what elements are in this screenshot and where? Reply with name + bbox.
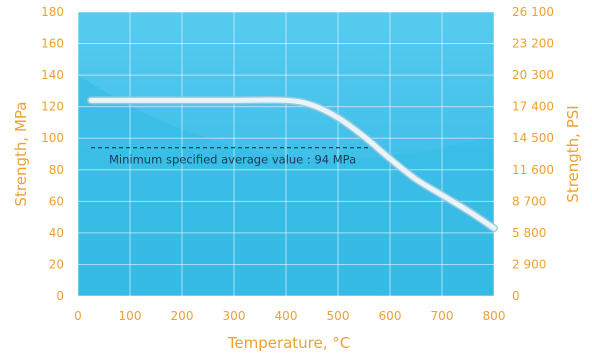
y-tick-label-left: 140 [41,68,64,82]
y-tick-label-left: 20 [49,257,64,271]
y-tick-label-left: 0 [56,289,64,303]
min-average-annotation: Minimum specified average value : 94 MPa [109,153,356,167]
y-tick-label-right: 23 200 [512,37,554,51]
x-tick-label: 600 [379,309,402,323]
series-line [88,97,497,231]
y-tick-label-right: 26 100 [512,5,554,19]
x-tick-label: 100 [119,309,142,323]
y-tick-label-left: 40 [49,226,64,240]
y-tick-label-right: 0 [512,289,520,303]
y-tick-label-right: 11 600 [512,163,554,177]
series-group [87,96,498,233]
x-tick-label: 300 [223,309,246,323]
y-axis-right-title: Strength, PSI [564,105,582,202]
y-axis-right-ticks: 0 2 900 5 800 8 700 11 600 14 500 17 400 20 300… [512,5,554,303]
y-tick-label-left: 60 [49,194,64,208]
x-tick-label: 800 [483,309,506,323]
y-tick-label-left: 120 [41,100,64,114]
grid-lines [77,11,495,297]
annotation-group: Minimum specified average value : 94 MPa [91,147,377,167]
x-axis-title: Temperature, °C [227,334,351,352]
y-tick-label-left: 80 [49,163,64,177]
x-tick-label: 500 [327,309,350,323]
y-tick-label-left: 180 [41,5,64,19]
y-tick-label-right: 8 700 [512,194,546,208]
y-axis-left-title: Strength, MPa [12,102,30,207]
y-axis-left-ticks: 0 20 40 60 80 100 120 140 160 180 [41,5,64,303]
y-tick-label-left: 100 [41,131,64,145]
y-tick-label-right: 17 400 [512,100,554,114]
y-tick-label-right: 5 800 [512,226,546,240]
x-tick-label: 700 [431,309,454,323]
y-tick-label-right: 14 500 [512,131,554,145]
y-tick-label-left: 160 [41,37,64,51]
y-tick-label-right: 2 900 [512,257,546,271]
x-tick-label: 400 [275,309,298,323]
x-tick-label: 200 [171,309,194,323]
y-tick-label-right: 20 300 [512,68,554,82]
x-axis-ticks: 0 100 200 300 400 500 600 700 800 [74,309,505,323]
x-tick-label: 0 [74,309,82,323]
